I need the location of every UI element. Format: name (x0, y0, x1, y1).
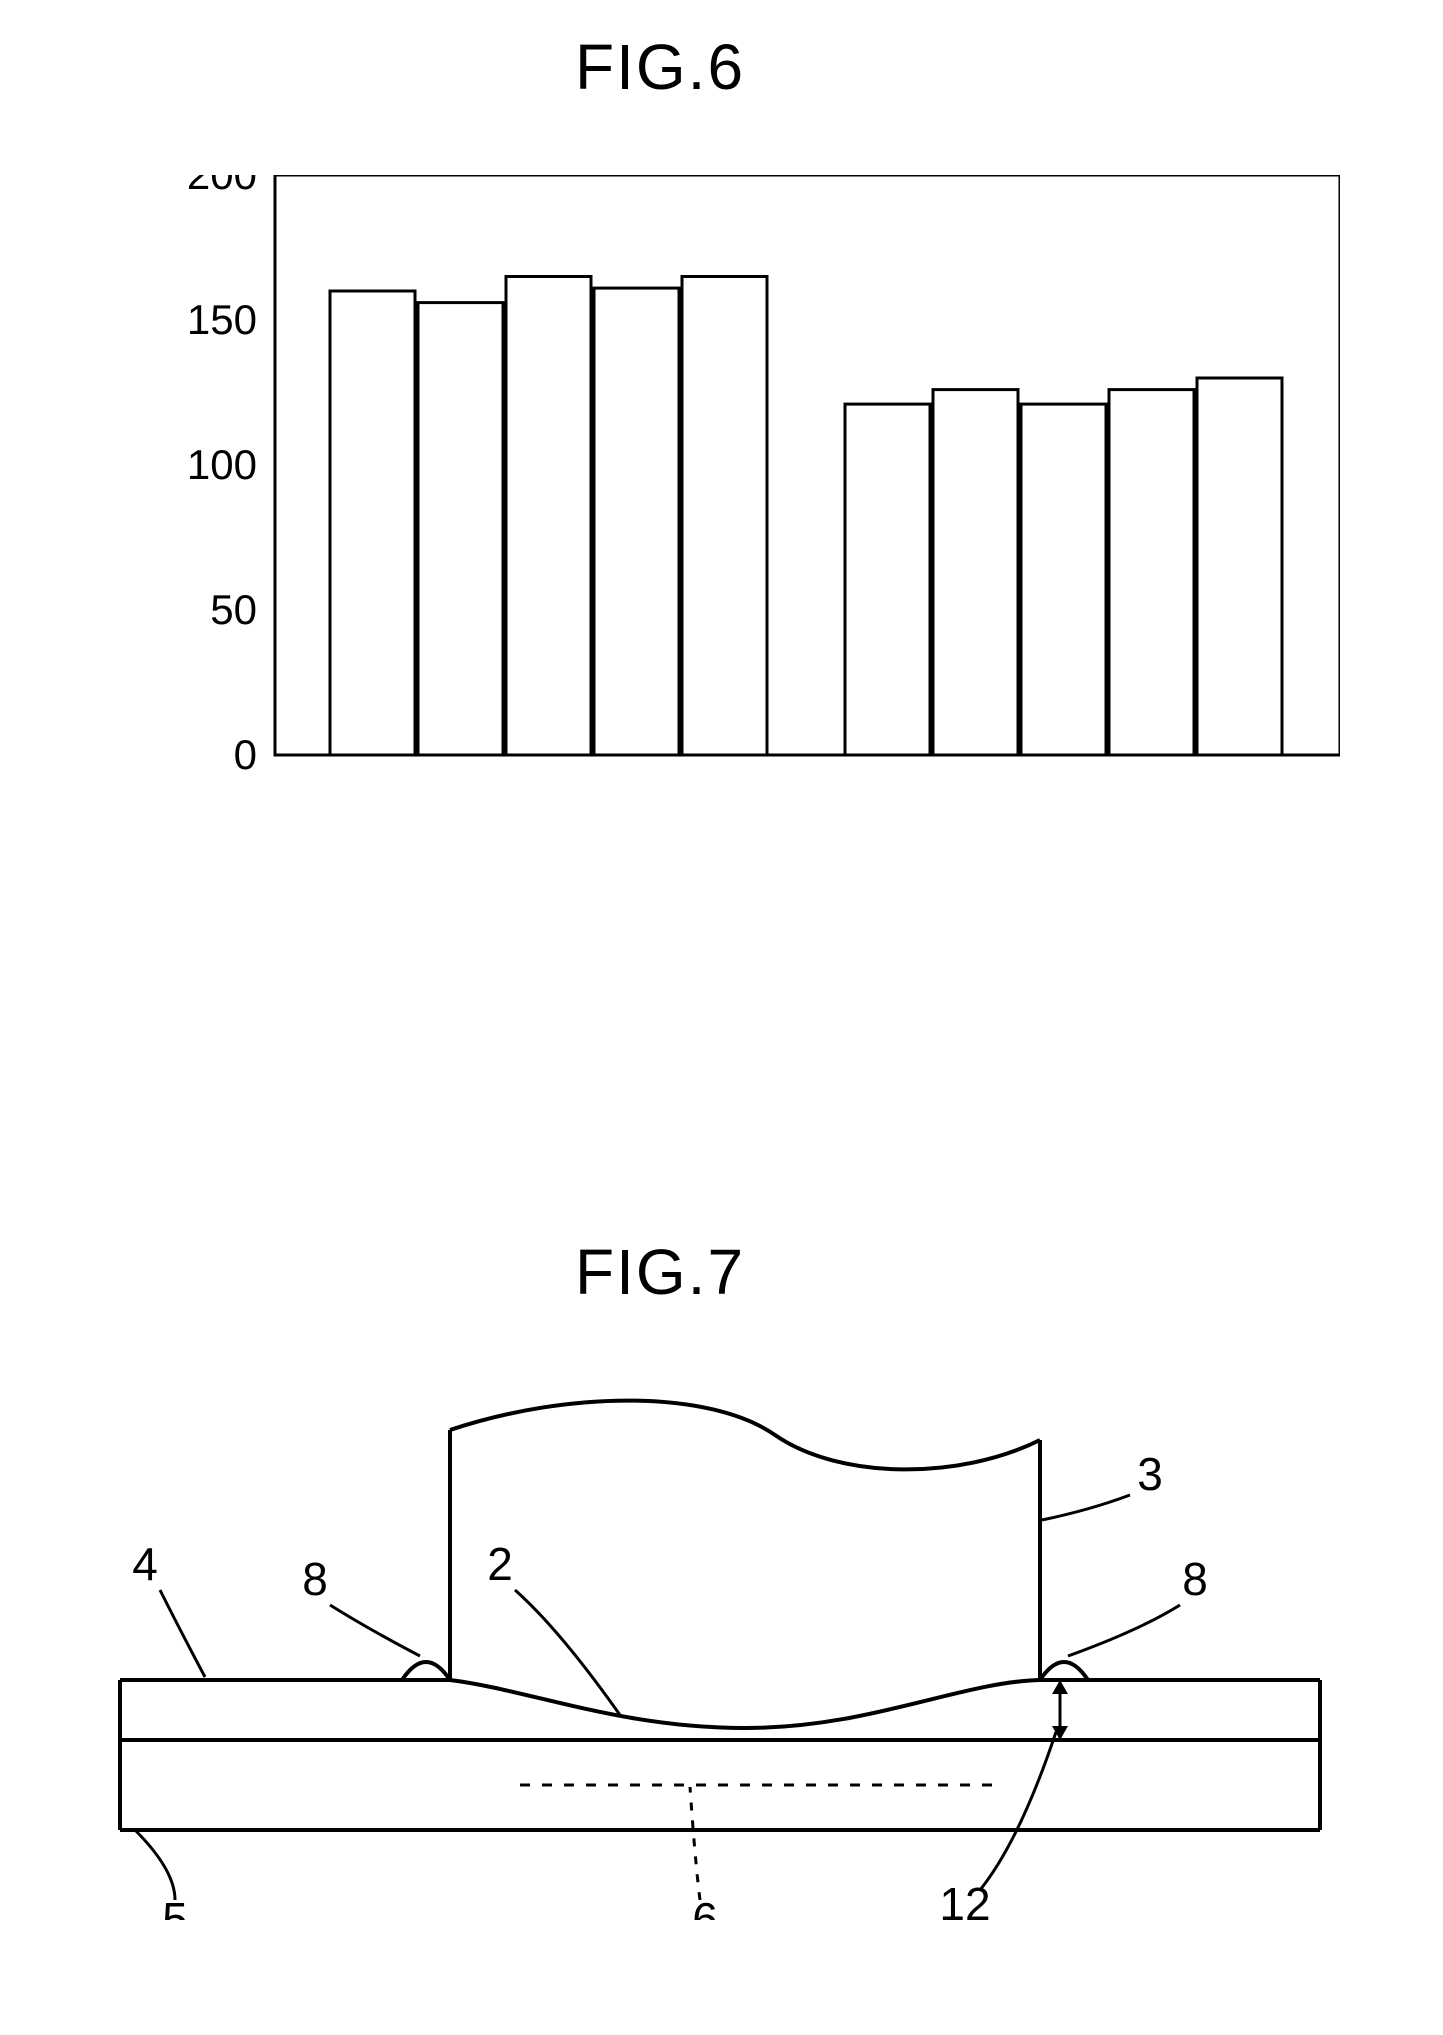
fig6-chart-svg: 0 50 100 150 200 (120, 175, 1340, 775)
svg-text:3: 3 (1137, 1448, 1163, 1500)
svg-text:100: 100 (187, 441, 257, 488)
svg-text:8: 8 (302, 1553, 328, 1605)
fig7-title: FIG.7 (575, 1235, 745, 1309)
svg-text:50: 50 (210, 586, 257, 633)
svg-text:12: 12 (939, 1878, 990, 1920)
fig7-diagram: 4 8 2 3 8 5 6 12 (80, 1380, 1360, 1920)
svg-text:5: 5 (162, 1893, 188, 1920)
fig6-title: FIG.6 (575, 30, 745, 104)
svg-text:0: 0 (234, 731, 257, 775)
fig7-diagram-svg: 4 8 2 3 8 5 6 12 (80, 1380, 1360, 1920)
svg-text:8: 8 (1182, 1553, 1208, 1605)
svg-text:200: 200 (187, 175, 257, 198)
svg-text:4: 4 (132, 1538, 158, 1590)
svg-text:150: 150 (187, 296, 257, 343)
svg-text:6: 6 (692, 1893, 718, 1920)
fig6-chart: 0 50 100 150 200 (120, 175, 1340, 775)
svg-text:2: 2 (487, 1538, 513, 1590)
